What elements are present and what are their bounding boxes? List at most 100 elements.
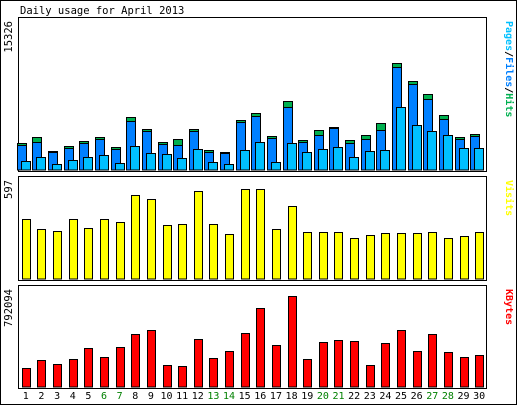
bar-pages-day-14: [224, 164, 234, 171]
x-label-day-25: 25: [395, 391, 407, 402]
bar-visits-day-17: [272, 229, 281, 280]
bar-kbytes-day-13: [209, 358, 218, 388]
legend-entry: Hits: [503, 93, 515, 117]
x-label-day-4: 4: [70, 391, 76, 402]
bar-kbytes-day-17: [272, 345, 281, 388]
bar-pages-day-27: [427, 131, 437, 171]
bar-kbytes-day-21: [334, 340, 343, 388]
bar-pages-day-12: [193, 149, 203, 171]
bar-visits-day-18: [288, 206, 297, 280]
x-label-day-19: 19: [301, 391, 313, 402]
legend-entry: Pages: [503, 21, 514, 51]
legend-entry: /: [503, 51, 514, 57]
x-axis-day-labels: 1 2 3 4 5 6 7 8 9 10 11 12 13 14 15 16 17 18 19 20 21 22 23 24 2…: [23, 391, 485, 402]
panel-kbytes: 792094 KBytes: [3, 285, 514, 389]
bar-pages-day-29: [459, 148, 469, 171]
x-label-day-11: 11: [176, 391, 188, 402]
bar-pages-day-6: [99, 155, 109, 171]
x-label-day-2: 2: [38, 391, 44, 402]
bar-visits-day-8: [131, 195, 140, 280]
bar-visits-day-6: [100, 219, 109, 280]
bar-pages-day-18: [287, 143, 297, 171]
x-label-day-22: 22: [348, 391, 360, 402]
bar-visits-day-9: [147, 199, 156, 280]
bar-visits-day-3: [53, 231, 62, 280]
bar-pages-day-30: [474, 148, 484, 171]
bar-kbytes-day-28: [444, 352, 453, 388]
y-max-label: 792094: [3, 289, 15, 327]
bar-kbytes-day-14: [225, 351, 234, 388]
bar-visits-day-30: [475, 232, 484, 280]
bar-visits-day-7: [116, 222, 125, 280]
bar-kbytes-day-8: [131, 334, 140, 388]
bar-pages-day-26: [412, 125, 422, 171]
x-label-day-6: 6: [101, 391, 107, 402]
x-label-day-26: 26: [411, 391, 423, 402]
bar-pages-day-23: [365, 151, 375, 171]
bar-visits-day-28: [444, 238, 453, 280]
bar-visits-day-14: [225, 234, 234, 280]
panel-frame: [18, 285, 487, 389]
x-label-day-21: 21: [332, 391, 344, 402]
x-label-day-14: 14: [223, 391, 235, 402]
bar-kbytes-day-27: [428, 334, 437, 388]
x-label-day-20: 20: [317, 391, 329, 402]
bar-visits-day-24: [381, 233, 390, 280]
bar-visits-day-4: [69, 219, 78, 280]
x-label-day-10: 10: [160, 391, 172, 402]
bar-pages-day-17: [271, 162, 281, 171]
x-label-day-15: 15: [239, 391, 251, 402]
bar-kbytes-day-16: [256, 308, 265, 388]
legend: Pages/Files/Hits: [503, 21, 515, 117]
x-label-day-28: 28: [442, 391, 454, 402]
bar-kbytes-day-18: [288, 296, 297, 388]
bar-pages-day-21: [333, 147, 343, 171]
bar-kbytes-day-19: [303, 359, 312, 388]
x-label-day-1: 1: [23, 391, 29, 402]
bar-visits-day-12: [194, 191, 203, 280]
bar-pages-day-19: [302, 152, 312, 171]
bar-kbytes-day-7: [116, 347, 125, 388]
bar-pages-day-3: [52, 164, 62, 171]
x-label-day-13: 13: [207, 391, 219, 402]
panel-hits-files-pages: 15326 Pages/Files/Hits: [3, 17, 515, 172]
bar-pages-day-9: [146, 153, 156, 171]
y-max-label: 597: [3, 180, 15, 199]
bar-pages-day-2: [36, 157, 46, 171]
x-label-day-18: 18: [286, 391, 298, 402]
bar-kbytes-day-6: [100, 357, 109, 388]
legend-entry: /: [503, 87, 514, 93]
bar-kbytes-day-25: [397, 330, 406, 388]
bar-visits-day-10: [163, 225, 172, 280]
legend-entry: Files: [503, 57, 515, 87]
bar-kbytes-day-10: [163, 365, 172, 388]
chart-title: Daily usage for April 2013: [20, 5, 184, 17]
bar-kbytes-day-24: [381, 343, 390, 388]
bar-pages-day-10: [162, 154, 172, 171]
bar-kbytes-day-2: [37, 360, 46, 388]
bar-pages-day-5: [83, 157, 93, 171]
bar-visits-day-11: [178, 224, 187, 280]
bar-pages-day-22: [349, 157, 359, 171]
x-label-day-29: 29: [458, 391, 470, 402]
bar-kbytes-day-23: [366, 365, 375, 388]
bar-pages-day-20: [318, 149, 328, 171]
legend-entry: KBytes: [503, 289, 514, 325]
bar-kbytes-day-15: [241, 333, 250, 388]
bar-kbytes-day-3: [53, 364, 62, 388]
x-label-day-8: 8: [132, 391, 138, 402]
bar-pages-day-7: [115, 163, 125, 171]
bar-visits-day-20: [319, 232, 328, 280]
bar-visits-day-5: [84, 228, 93, 280]
bar-kbytes-day-29: [460, 357, 469, 388]
bar-kbytes-day-1: [22, 368, 31, 388]
bar-pages-day-16: [255, 142, 265, 171]
legend: KBytes: [503, 289, 514, 325]
bar-kbytes-day-9: [147, 330, 156, 388]
bar-visits-day-21: [334, 232, 343, 280]
bar-kbytes-day-26: [413, 351, 422, 388]
bar-kbytes-day-11: [178, 366, 187, 388]
x-label-day-7: 7: [117, 391, 123, 402]
